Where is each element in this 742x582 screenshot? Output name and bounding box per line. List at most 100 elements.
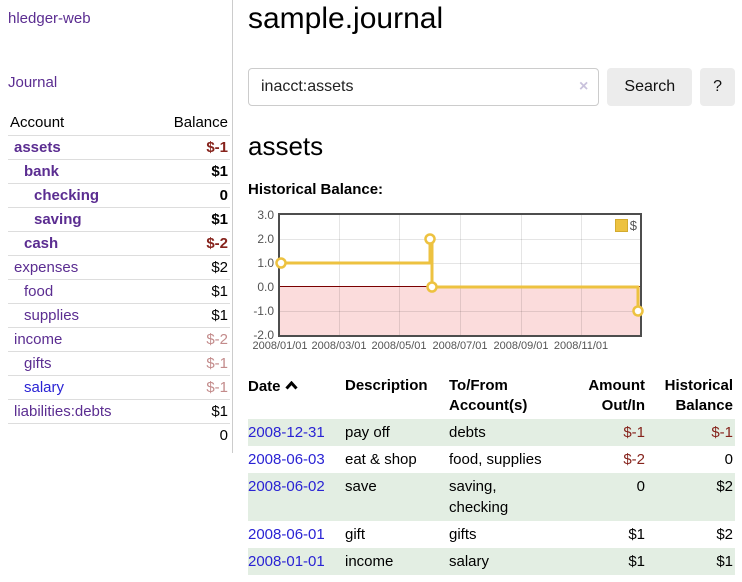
account-link[interactable]: gifts <box>24 355 52 372</box>
gridline <box>460 214 461 335</box>
account-balance: $1 <box>211 283 228 300</box>
description-column-header: Description <box>345 376 428 394</box>
account-row-food: food $1 <box>8 279 230 304</box>
transaction-accounts: gifts <box>449 526 477 543</box>
transaction-date-link[interactable]: 2008-06-01 <box>248 526 325 543</box>
x-axis-tick: 2008/03/01 <box>311 339 367 352</box>
account-balance: $-2 <box>206 331 228 348</box>
transaction-date-link[interactable]: 2008-06-03 <box>248 451 325 468</box>
sort-ascending-icon <box>284 376 298 396</box>
sidebar-item-journal[interactable]: Journal <box>8 74 58 91</box>
transaction-balance: 0 <box>724 451 733 468</box>
account-row-saving: saving $1 <box>8 207 230 232</box>
search-help-button[interactable]: ? <box>700 67 735 106</box>
transaction-description: eat & shop <box>345 451 417 468</box>
account-balance: $2 <box>211 259 228 276</box>
account-link[interactable]: expenses <box>14 259 79 276</box>
y-axis-tick: 1.0 <box>257 255 274 270</box>
balance-series-line <box>275 232 644 317</box>
legend-color-swatch <box>614 218 628 232</box>
account-link[interactable]: salary <box>24 379 65 396</box>
account-link[interactable]: saving <box>34 211 82 228</box>
legend-series-label: $ <box>629 217 637 233</box>
brand-link[interactable]: hledger-web <box>8 10 91 27</box>
transaction-balance: $-1 <box>711 424 733 441</box>
register-table: Date Description To/From Account(s) Amou… <box>248 373 735 575</box>
transaction-description: pay off <box>345 424 390 441</box>
account-row-gifts: gifts $-1 <box>8 351 230 376</box>
account-link[interactable]: income <box>14 331 63 348</box>
account-column-header: Account <box>10 114 65 131</box>
account-link[interactable]: checking <box>34 187 100 204</box>
account-link[interactable]: bank <box>24 163 60 180</box>
transaction-accounts: debts <box>449 424 486 441</box>
gridline <box>280 310 640 312</box>
transaction-balance: $1 <box>716 553 733 570</box>
account-row-liabilities-debts: liabilities:debts $1 <box>8 399 230 424</box>
chart-plot-area: $ <box>275 212 644 337</box>
transaction-amount: $-1 <box>623 424 645 441</box>
account-row-income: income $-2 <box>8 327 230 352</box>
accounts-table-header: Account Balance <box>8 111 230 136</box>
transaction-date-link[interactable]: 2008-12-31 <box>248 424 325 441</box>
y-axis-tick: 3.0 <box>257 207 274 222</box>
balance-column-header: Balance <box>173 114 228 131</box>
x-axis-labels: 2008/01/01 2008/03/01 2008/05/01 2008/07… <box>252 337 644 355</box>
transaction-balance: $2 <box>716 478 733 495</box>
account-link[interactable]: cash <box>24 235 59 252</box>
register-row: 2008-06-02 save saving, checking 0 $2 <box>248 473 735 521</box>
account-balance: $1 <box>211 307 228 324</box>
account-balance: $-1 <box>206 379 228 396</box>
y-axis-tick: -1.0 <box>253 303 274 318</box>
search-button[interactable]: Search <box>607 67 693 106</box>
x-axis-tick: 2008/09/01 <box>493 339 549 352</box>
clear-search-icon[interactable]: × <box>579 77 589 95</box>
register-header-row: Date Description To/From Account(s) Amou… <box>248 373 735 420</box>
accounts-table: Account Balance assets $-1 bank $1 check… <box>8 111 230 447</box>
x-axis-tick: 2008/05/01 <box>371 339 427 352</box>
x-axis-tick: 2008/07/01 <box>432 339 488 352</box>
transaction-amount: $-2 <box>623 451 645 468</box>
transaction-balance: $2 <box>716 526 733 543</box>
date-column-header[interactable]: Date <box>248 373 345 420</box>
accounts-column-header: To/From Account(s) <box>449 376 528 414</box>
account-link[interactable]: assets <box>14 139 61 156</box>
account-link[interactable]: supplies <box>24 307 80 324</box>
transaction-date-link[interactable]: 2008-01-01 <box>248 553 325 570</box>
account-balance: $-1 <box>206 355 228 372</box>
account-row-supplies: supplies $1 <box>8 303 230 328</box>
gridline <box>280 238 640 240</box>
gridline <box>280 262 640 264</box>
y-axis-tick: 0.0 <box>257 279 274 294</box>
accounts-total-row: 0 <box>8 423 230 448</box>
transaction-date-link[interactable]: 2008-06-02 <box>248 478 325 495</box>
register-row: 2008-06-03 eat & shop food, supplies $-2… <box>248 446 735 473</box>
account-link[interactable]: food <box>24 283 54 300</box>
historical-balance-chart: 3.0 2.0 1.0 0.0 -1.0 -2.0 <box>253 208 644 342</box>
transaction-accounts: saving, checking <box>449 478 509 516</box>
search-input[interactable] <box>248 67 600 106</box>
account-balance: $-2 <box>206 235 228 252</box>
account-row-expenses: expenses $2 <box>8 255 230 280</box>
amount-column-header: Amount Out/In <box>588 376 645 414</box>
account-balance: $1 <box>211 163 228 180</box>
account-link[interactable]: liabilities:debts <box>14 403 112 420</box>
gridline <box>339 214 340 335</box>
account-row-bank: bank $1 <box>8 159 230 184</box>
x-axis-tick: 2008/01/01 <box>252 339 308 352</box>
transaction-amount: 0 <box>636 478 645 495</box>
account-row-checking: checking 0 <box>8 183 230 208</box>
account-balance: $1 <box>211 211 228 228</box>
sidebar: hledger-web Journal Account Balance asse… <box>0 0 233 453</box>
search-form: × Search ? <box>248 67 735 106</box>
chart-title: Historical Balance: <box>248 180 384 198</box>
register-row: 2008-12-31 pay off debts $-1 $-1 <box>248 419 735 446</box>
chart-legend: $ <box>614 217 637 233</box>
gridline <box>581 214 582 335</box>
accounts-total-balance: 0 <box>219 427 228 444</box>
account-balance: $1 <box>211 403 228 420</box>
account-balance: $-1 <box>206 139 228 156</box>
transaction-accounts: food, supplies <box>449 451 542 468</box>
gridline <box>521 214 522 335</box>
date-header-label: Date <box>248 377 281 395</box>
